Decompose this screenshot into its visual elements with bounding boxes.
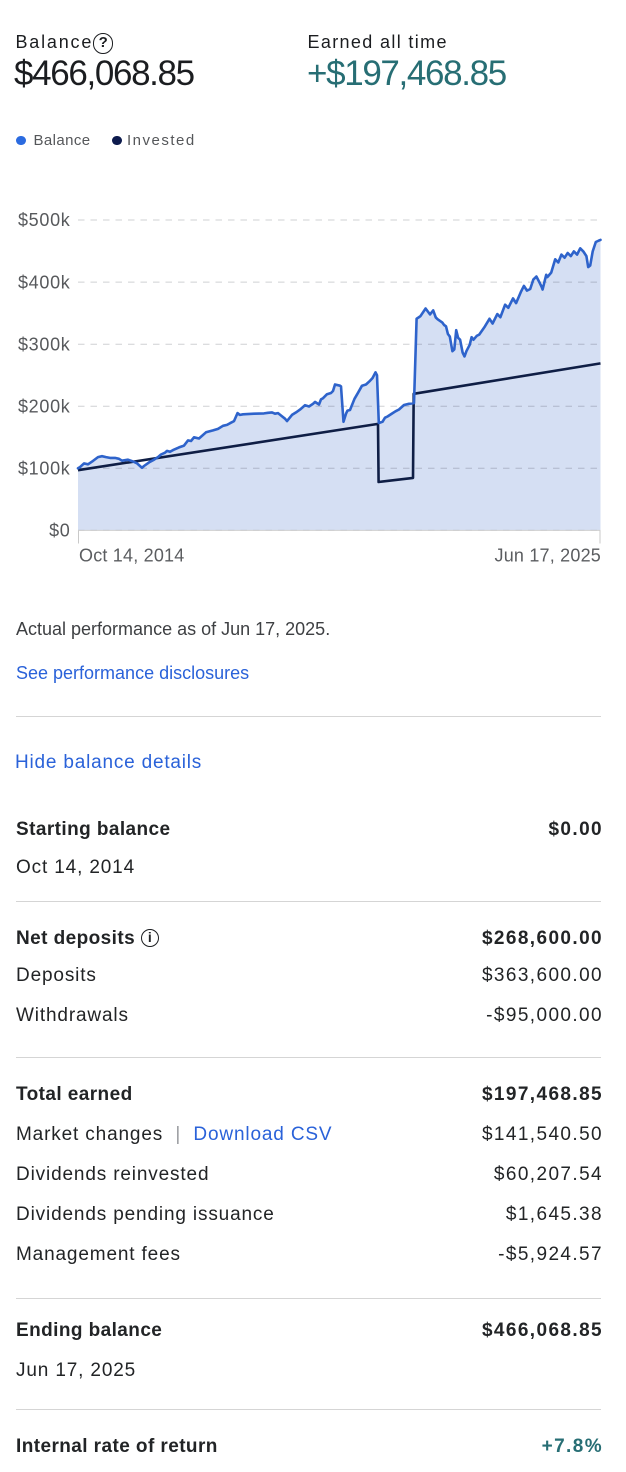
svg-text:$300k: $300k: [18, 334, 71, 354]
svg-text:$400k: $400k: [18, 272, 71, 292]
svg-text:Oct 14, 2014: Oct 14, 2014: [79, 546, 184, 566]
svg-text:$200k: $200k: [18, 396, 71, 416]
svg-text:$0: $0: [49, 521, 70, 541]
svg-text:$500k: $500k: [18, 210, 71, 230]
svg-text:$100k: $100k: [18, 459, 71, 479]
svg-text:Jun 17, 2025: Jun 17, 2025: [495, 546, 602, 566]
